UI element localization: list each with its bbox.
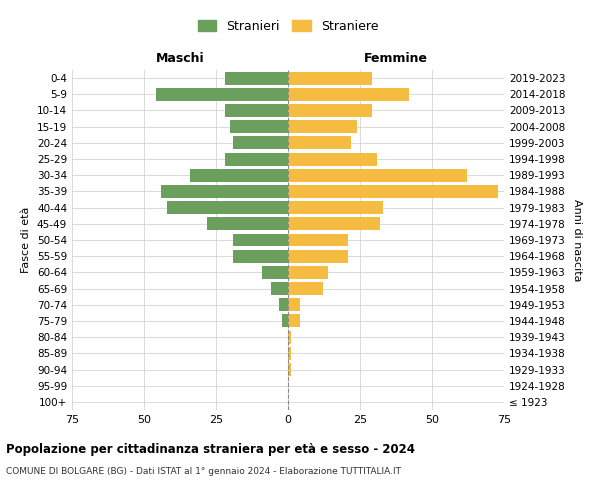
Bar xyxy=(288,169,467,181)
Bar xyxy=(288,72,371,85)
Bar xyxy=(282,314,288,328)
Bar xyxy=(233,234,288,246)
Bar xyxy=(288,201,383,214)
Bar xyxy=(288,330,291,344)
Text: Femmine: Femmine xyxy=(364,52,428,65)
Bar xyxy=(224,72,288,85)
Bar xyxy=(288,218,380,230)
Text: COMUNE DI BOLGARE (BG) - Dati ISTAT al 1° gennaio 2024 - Elaborazione TUTTITALIA: COMUNE DI BOLGARE (BG) - Dati ISTAT al 1… xyxy=(6,468,401,476)
Bar xyxy=(288,136,352,149)
Bar xyxy=(288,282,323,295)
Y-axis label: Anni di nascita: Anni di nascita xyxy=(572,198,582,281)
Bar xyxy=(155,88,288,101)
Bar xyxy=(288,298,299,311)
Bar xyxy=(208,218,288,230)
Y-axis label: Fasce di età: Fasce di età xyxy=(22,207,31,273)
Bar xyxy=(224,152,288,166)
Bar xyxy=(288,363,291,376)
Bar xyxy=(288,250,349,262)
Bar xyxy=(167,201,288,214)
Bar xyxy=(288,234,349,246)
Bar xyxy=(288,120,357,133)
Bar xyxy=(288,266,328,279)
Bar xyxy=(190,169,288,181)
Bar xyxy=(262,266,288,279)
Bar xyxy=(288,88,409,101)
Bar xyxy=(288,185,498,198)
Bar xyxy=(288,347,291,360)
Bar xyxy=(288,314,299,328)
Bar xyxy=(288,152,377,166)
Bar xyxy=(280,298,288,311)
Legend: Stranieri, Straniere: Stranieri, Straniere xyxy=(193,15,383,38)
Bar xyxy=(233,250,288,262)
Bar xyxy=(224,104,288,117)
Bar xyxy=(233,136,288,149)
Bar xyxy=(161,185,288,198)
Text: Maschi: Maschi xyxy=(155,52,205,65)
Bar xyxy=(288,104,371,117)
Bar xyxy=(230,120,288,133)
Text: Popolazione per cittadinanza straniera per età e sesso - 2024: Popolazione per cittadinanza straniera p… xyxy=(6,442,415,456)
Bar xyxy=(271,282,288,295)
